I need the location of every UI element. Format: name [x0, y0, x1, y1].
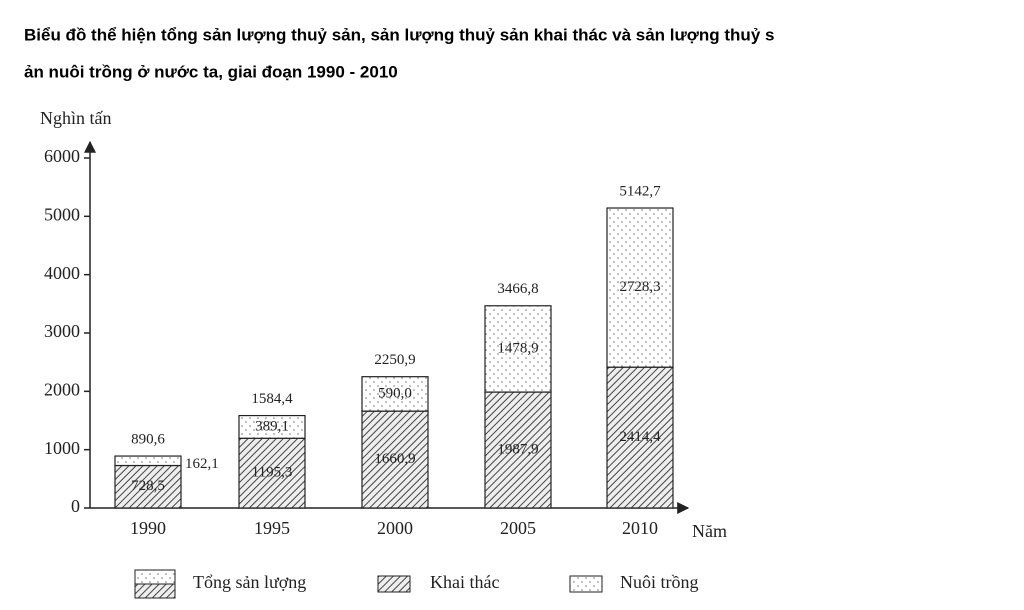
legend-label: Nuôi trồng [620, 572, 699, 592]
value-label: 2728,3 [619, 279, 660, 295]
bar-segment [114, 455, 182, 467]
x-tick-label: 2010 [622, 518, 658, 538]
value-label: 1478,9 [497, 340, 538, 356]
y-tick-label: 5000 [44, 204, 80, 224]
legend-label: Khai thác [430, 572, 499, 592]
total-label: 5142,7 [619, 183, 661, 199]
legend-swatch [134, 583, 176, 599]
value-label: 590,0 [378, 385, 412, 401]
x-tick-label: 1990 [130, 518, 166, 538]
value-label: 1195,3 [252, 465, 293, 481]
y-tick-label: 0 [71, 496, 80, 516]
value-label: 1987,9 [497, 441, 538, 457]
total-label: 1584,4 [251, 391, 293, 407]
value-label: 1660,9 [374, 451, 415, 467]
value-label: 162,1 [185, 456, 219, 472]
legend-swatch [569, 575, 603, 593]
bar-segment [606, 207, 674, 368]
value-label: 728,5 [131, 478, 165, 494]
x-tick-label: 1995 [254, 518, 290, 538]
y-tick-label: 3000 [44, 321, 80, 341]
legend-swatch [134, 569, 176, 585]
x-axis-label: Năm [692, 521, 727, 541]
bar-segment [238, 414, 306, 439]
bar-segment [606, 366, 674, 509]
total-label: 2250,9 [374, 352, 415, 368]
legend-label: Tổng sản lượng [193, 572, 306, 592]
total-label: 890,6 [131, 431, 165, 447]
total-label: 3466,8 [497, 281, 538, 297]
x-tick-label: 2000 [377, 518, 413, 538]
value-label: 389,1 [255, 418, 289, 434]
x-tick-label: 2005 [500, 518, 536, 538]
chart-title: ản nuôi trồng ở nước ta, giai đoạn 1990 … [24, 62, 398, 81]
y-tick-label: 2000 [44, 379, 80, 399]
y-tick-label: 1000 [44, 438, 80, 458]
bar-segment [484, 305, 552, 393]
bar-segment [361, 376, 429, 412]
bar-segment [238, 437, 306, 509]
y-axis-label: Nghìn tấn [40, 108, 112, 128]
bar-segment [484, 391, 552, 509]
legend-swatch [377, 575, 411, 593]
y-tick-label: 6000 [44, 146, 80, 166]
y-tick-label: 4000 [44, 263, 80, 283]
value-label: 2414,4 [619, 429, 661, 445]
chart-title: Biểu đồ thể hiện tổng sản lượng thuỷ sản… [24, 25, 774, 44]
